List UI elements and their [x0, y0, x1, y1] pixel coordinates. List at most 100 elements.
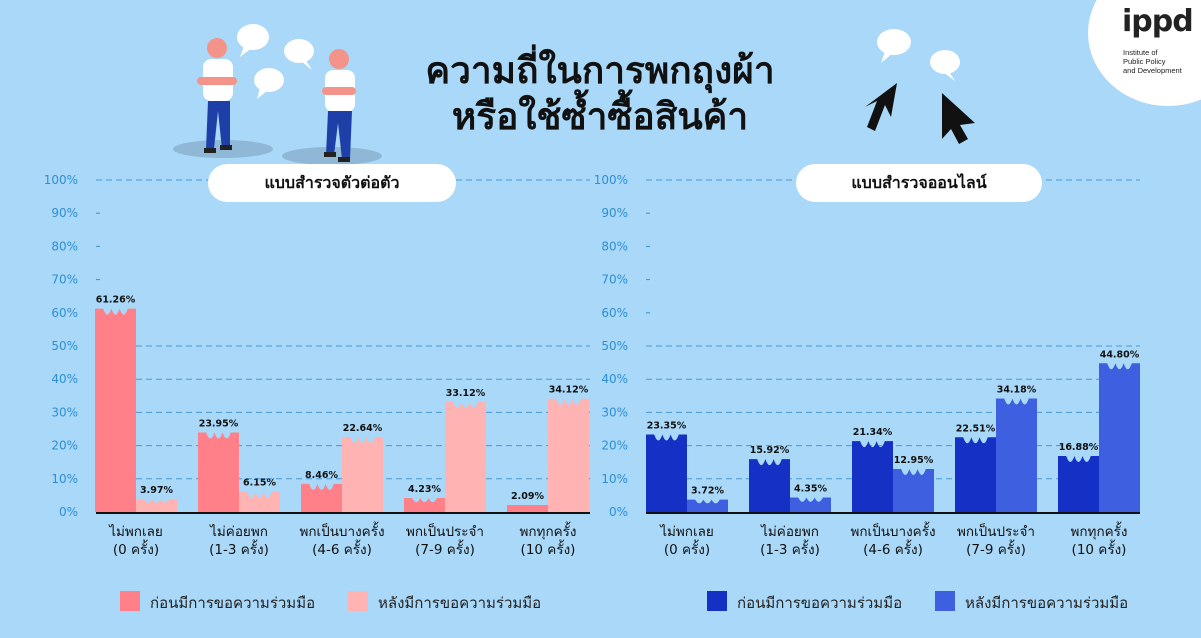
data-label: 3.97%: [140, 485, 173, 496]
data-label: 61.26%: [96, 295, 136, 306]
logo-wordmark: ippd: [1122, 4, 1194, 39]
y-tick-label: 80%: [601, 239, 628, 253]
data-label: 8.46%: [305, 470, 338, 481]
bar-online-before-3: [955, 437, 996, 512]
data-label: 23.95%: [199, 418, 239, 429]
y-tick-label: 0%: [609, 505, 628, 519]
y-tick-label: 50%: [51, 339, 78, 353]
data-label: 4.35%: [794, 484, 827, 495]
bar-online-after-2: [893, 469, 934, 512]
y-tick-label: 10%: [601, 472, 628, 486]
y-tick-label: 60%: [601, 306, 628, 320]
y-tick-label: 90%: [51, 206, 78, 220]
chart-title-offline: แบบสำรวจตัวต่อตัว: [208, 164, 456, 202]
bar-online-after-3: [996, 398, 1037, 512]
y-tick-label: 100%: [594, 173, 628, 187]
y-tick-label: 0%: [59, 505, 78, 519]
bar-online-after-0: [687, 499, 728, 512]
bar-offline-after-2: [342, 436, 383, 512]
data-label: 2.09%: [511, 491, 544, 502]
y-tick-label: 100%: [44, 173, 78, 187]
speech-bubble-icon: [237, 24, 314, 99]
chart-title-online: แบบสำรวจออนไลน์: [796, 164, 1042, 202]
legend-swatch-offline-after: [348, 591, 368, 611]
y-tick-label: 30%: [51, 405, 78, 419]
legend-swatch-online-after: [935, 591, 955, 611]
chart-online: 0% 10% 20% 30% 40% 50% 60% 70% 80% 90% 100% 23.35% 3…: [594, 173, 1140, 558]
bar-offline-after-4: [548, 398, 589, 512]
bar-online-before-1: [749, 459, 790, 512]
bar-offline-after-0: [136, 498, 177, 512]
data-label: 21.34%: [853, 427, 893, 438]
data-label: 33.12%: [446, 388, 486, 399]
x-tick-label: (7-9 ครั้ง): [415, 539, 475, 558]
y-tick-label: 40%: [51, 372, 78, 386]
y-tick-label: 90%: [601, 206, 628, 220]
data-label: 44.80%: [1100, 349, 1140, 360]
bar-offline-before-0: [95, 308, 136, 512]
y-tick-label: 80%: [51, 239, 78, 253]
page-title: ความถี่ในการพกถุงผ้า หรือใช้ซ้ำซื้อสินค้…: [330, 48, 870, 140]
x-tick-label: (10 ครั้ง): [521, 539, 576, 558]
person-left-head: [207, 38, 227, 58]
x-tick-label: พกเป็นประจำ: [406, 522, 484, 540]
person-right-legs: [326, 111, 352, 159]
data-label: 22.64%: [343, 423, 383, 434]
person-right-head: [329, 49, 349, 69]
title-line-2: หรือใช้ซ้ำซื้อสินค้า: [451, 95, 749, 138]
data-label: 3.72%: [691, 486, 724, 497]
data-label: 22.51%: [956, 423, 996, 434]
x-tick-label: (1-3 ครั้ง): [209, 539, 269, 558]
data-label: 12.95%: [894, 455, 934, 466]
data-label: 34.12%: [549, 385, 589, 396]
legend-label-online-before: ก่อนมีการขอความร่วมมือ: [737, 594, 903, 612]
title-line-1: ความถี่ในการพกถุงผ้า: [425, 49, 775, 92]
x-tick-label: ไม่ค่อยพก: [209, 524, 268, 540]
x-tick-label: (1-3 ครั้ง): [760, 539, 820, 558]
x-tick-label: (7-9 ครั้ง): [966, 539, 1026, 558]
x-tick-label: ไม่พกเลย: [659, 524, 714, 540]
x-tick-label: (10 ครั้ง): [1072, 539, 1127, 558]
logo-subtitle: Institute of Public Policy and Developme…: [1123, 48, 1182, 75]
y-tick-label: 70%: [51, 273, 78, 287]
x-tick-label: พกเป็นบางครั้ง: [299, 521, 384, 540]
data-label: 34.18%: [997, 385, 1037, 396]
legend-label-offline-before: ก่อนมีการขอความร่วมมือ: [150, 594, 316, 612]
bar-online-before-4: [1058, 455, 1099, 512]
bar-offline-after-1: [239, 491, 280, 512]
cursors-illustration: [865, 29, 975, 144]
x-tick-label: พกเป็นบางครั้ง: [850, 521, 935, 540]
y-tick-label: 40%: [601, 372, 628, 386]
x-tick-label: พกทุกครั้ง: [519, 521, 576, 540]
y-tick-label: 30%: [601, 405, 628, 419]
data-label: 4.23%: [408, 484, 441, 495]
x-tick-label: พกเป็นประจำ: [957, 522, 1035, 540]
x-tick-label: (0 ครั้ง): [664, 539, 710, 558]
bar-online-before-2: [852, 441, 893, 512]
cursor-arrow-icon: [865, 83, 897, 131]
cursor-arrow-icon: [942, 93, 975, 144]
data-label: 6.15%: [243, 478, 276, 489]
chart-offline: 0% 10% 20% 30% 40% 50% 60% 70% 80% 90% 100% 61.26% 3…: [44, 173, 590, 558]
bar-offline-before-3: [404, 497, 445, 512]
y-tick-label: 20%: [601, 439, 628, 453]
data-label: 23.35%: [647, 420, 687, 431]
bar-online-before-0: [646, 434, 687, 512]
data-label: 16.88%: [1059, 442, 1099, 453]
bar-offline-after-3: [445, 402, 486, 512]
legend-label-offline-after: หลังมีการขอความร่วมมือ: [378, 594, 542, 612]
bar-online-after-4: [1099, 363, 1140, 512]
people-illustration: [173, 24, 382, 165]
legend-swatch-offline-before: [120, 591, 140, 611]
bar-offline-before-1: [198, 432, 239, 512]
x-tick-label: (4-6 ครั้ง): [312, 539, 372, 558]
y-tick-label: 10%: [51, 472, 78, 486]
y-tick-label: 20%: [51, 439, 78, 453]
bar-online-after-1: [790, 497, 831, 512]
x-tick-label: พกทุกครั้ง: [1070, 521, 1127, 540]
y-tick-label: 50%: [601, 339, 628, 353]
x-tick-label: (0 ครั้ง): [113, 539, 159, 558]
bar-offline-before-4: [507, 505, 548, 512]
speech-bubble-icon: [877, 29, 960, 81]
